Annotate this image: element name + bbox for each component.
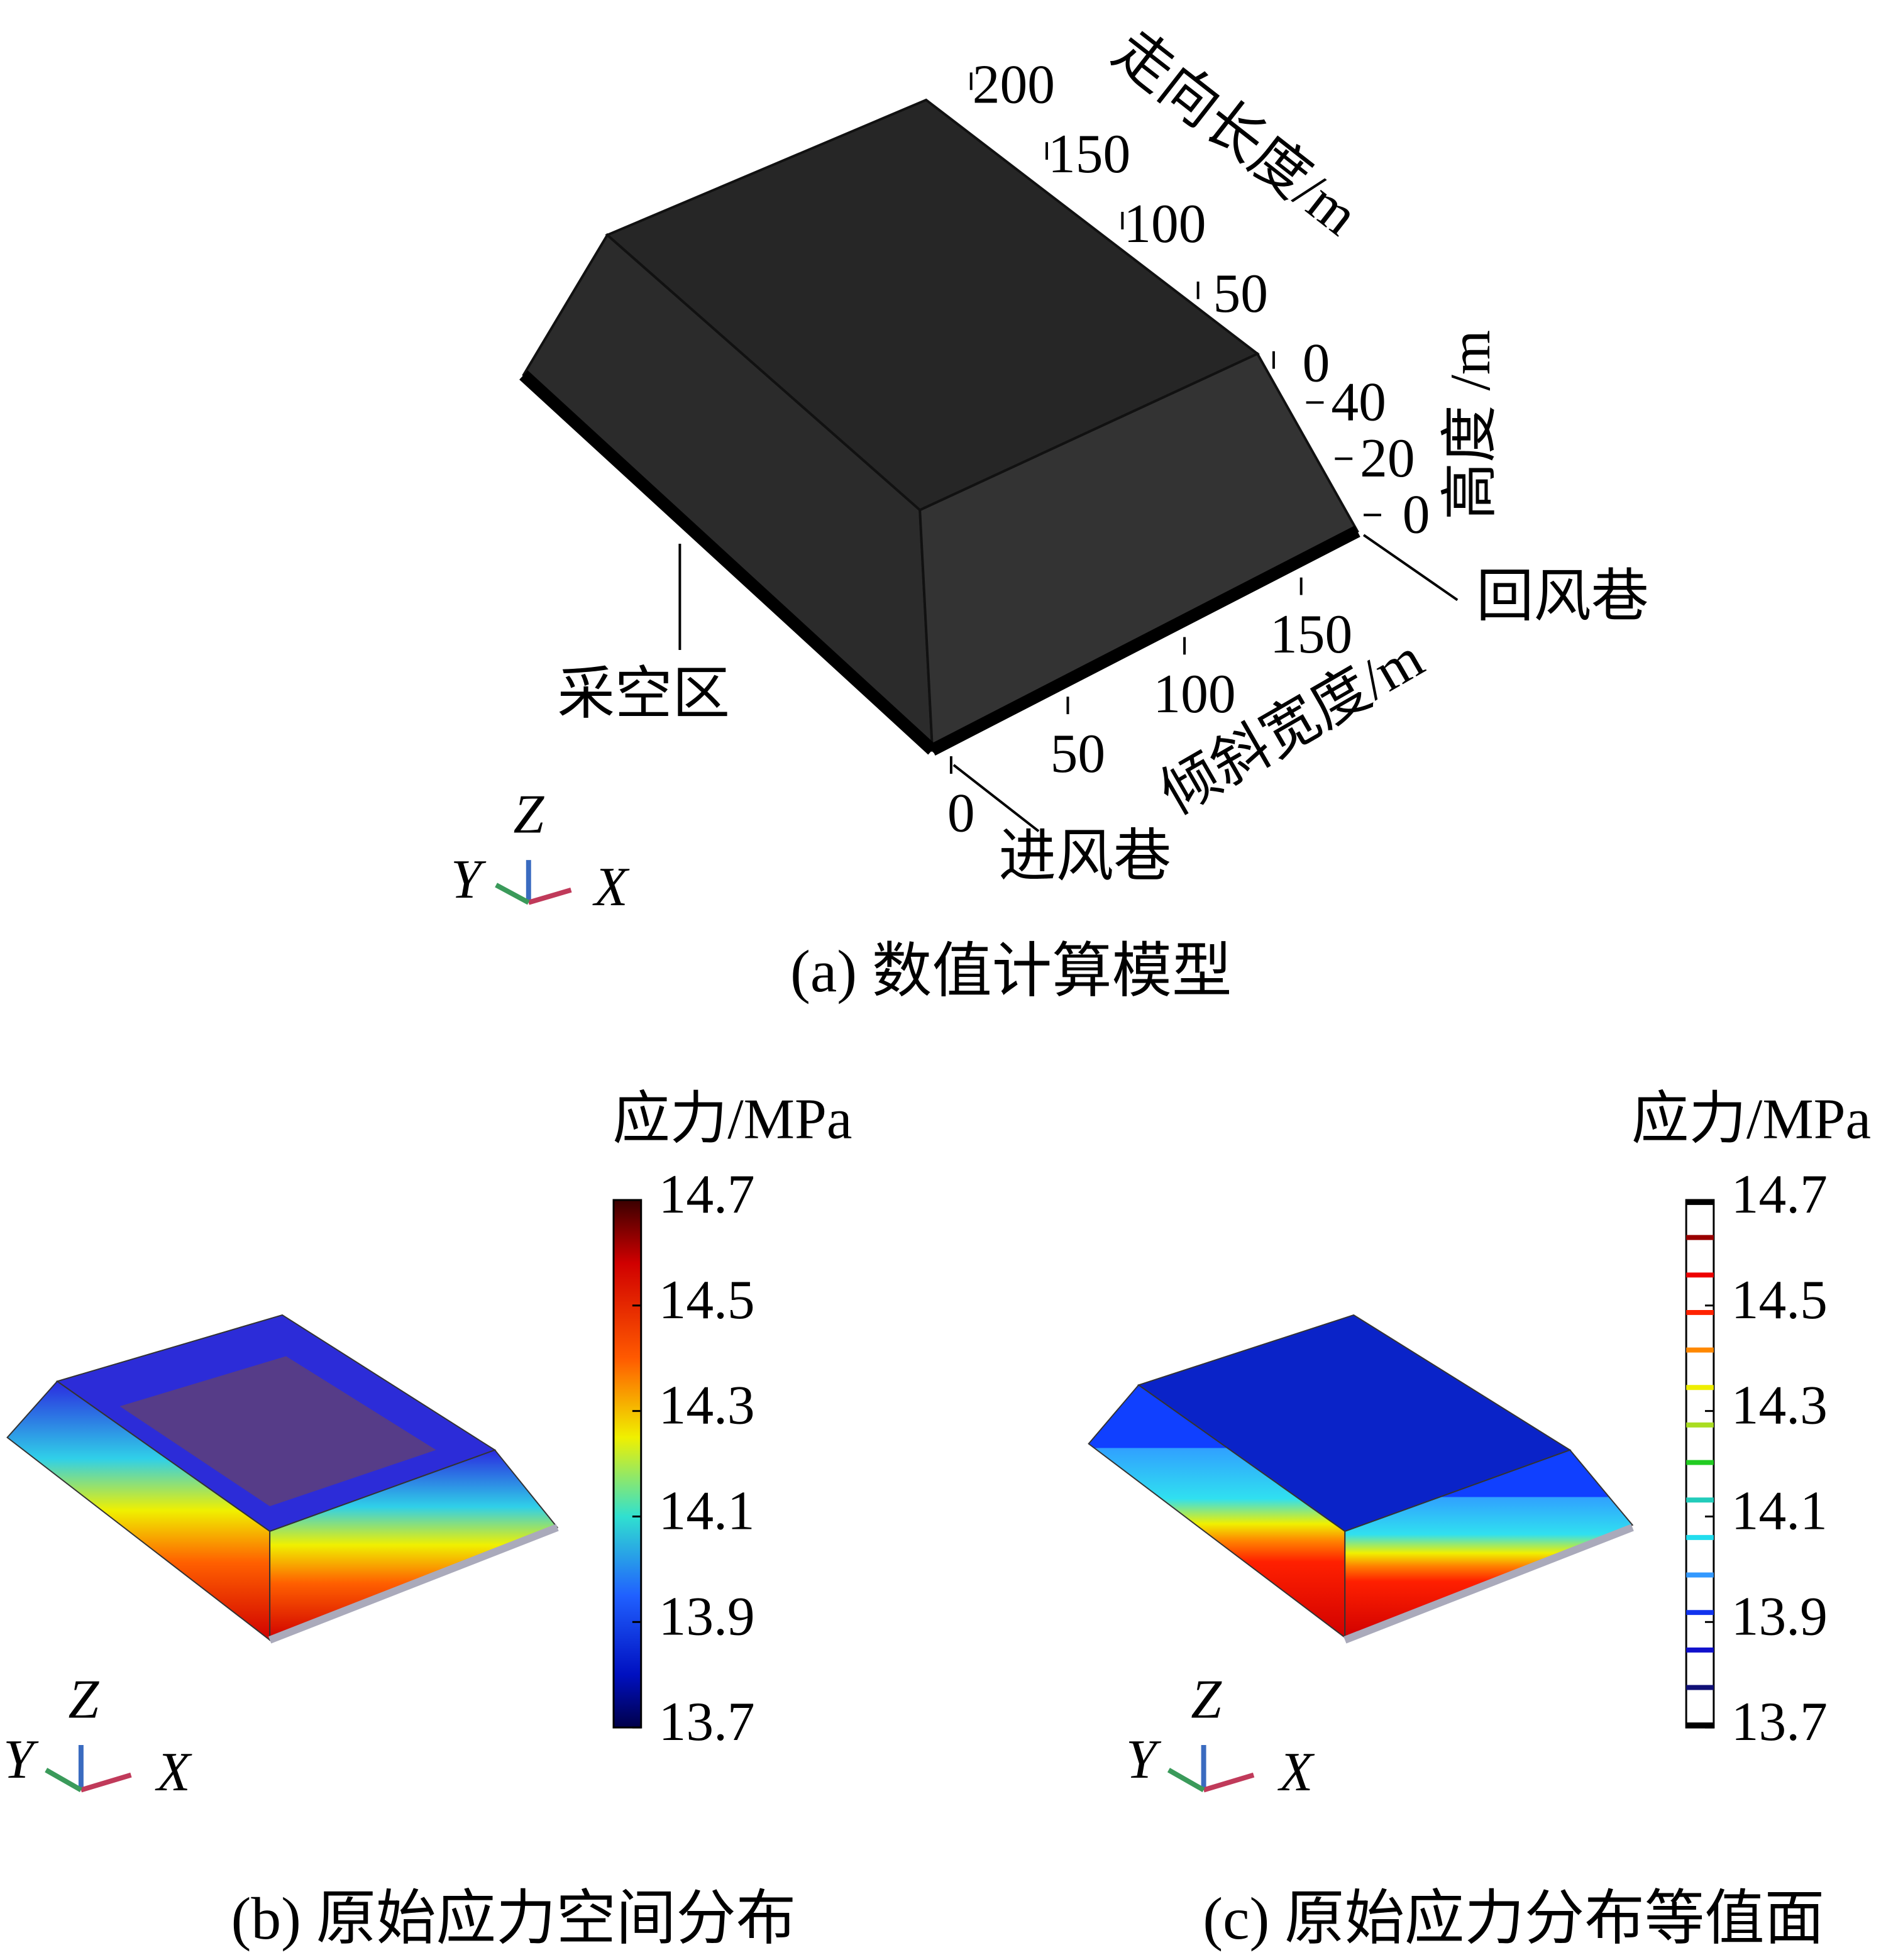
triad-label: Z [1191,1668,1222,1729]
leader-line [1362,534,1459,602]
stress-isosurface [1088,1314,1634,1644]
axis-triad: Z Y X [3,1668,192,1802]
stress-model [6,1314,559,1644]
caption: (a) 数值计算模型 [790,938,1232,1005]
tick-label: 100 [1123,193,1206,254]
colorbar [1685,1199,1715,1729]
tick-label: 0 [1403,483,1430,544]
colorbar-title: 应力/MPa [612,1087,852,1151]
tick-label: 14.3 [1731,1375,1828,1436]
triad-label: Y [1126,1729,1162,1790]
tick-label: 150 [1048,123,1130,184]
triad-label: X [155,1741,192,1802]
tick-label: 0 [947,783,975,844]
tick-label: 40 [1331,371,1386,432]
axis-triad: Z Y X [451,784,630,917]
tick-label: 14.5 [1731,1269,1828,1330]
tick-label: 50 [1213,263,1268,324]
tick-label: 13.9 [659,1585,755,1646]
triad-label: Y [451,849,487,910]
triad-label: Y [3,1729,39,1790]
triad-label: Z [69,1668,100,1729]
tick-label: 13.9 [1731,1585,1828,1646]
triad-label: X [1277,1741,1315,1802]
leader-line [952,764,1040,832]
tick-label: 14.7 [659,1164,755,1225]
annotation: 进风巷 [998,824,1171,888]
tick-label: 100 [1153,663,1235,724]
tick-label: 14.7 [1731,1164,1828,1225]
tick-label: 14.1 [659,1480,755,1541]
tick-label: 20 [1360,427,1415,488]
annotation: 回风巷 [1476,564,1648,628]
triad-label: X [592,856,630,917]
annotation: 采空区 [558,662,730,726]
tick-label: 200 [973,53,1055,114]
tick-label: 14.3 [659,1375,755,1436]
axis-triad: Z Y X [1126,1668,1315,1802]
tick-label: 14.1 [1731,1480,1828,1541]
colorbar [612,1199,643,1729]
tick-label: 13.7 [659,1691,755,1752]
axis-title: 高度 /m [1438,330,1502,520]
mesh-model [519,98,1360,756]
triad-label: Z [513,784,544,845]
caption: (b) 原始应力空间分布 [231,1885,797,1952]
tick-label: 50 [1051,723,1105,784]
tick-label: 13.7 [1731,1691,1828,1752]
caption: (c) 原始应力分布等值面 [1203,1885,1824,1952]
colorbar-title: 应力/MPa [1631,1087,1871,1151]
tick-label: 14.5 [659,1269,755,1330]
tick-label: 0 [1303,333,1330,394]
tick-label: 150 [1270,603,1352,664]
